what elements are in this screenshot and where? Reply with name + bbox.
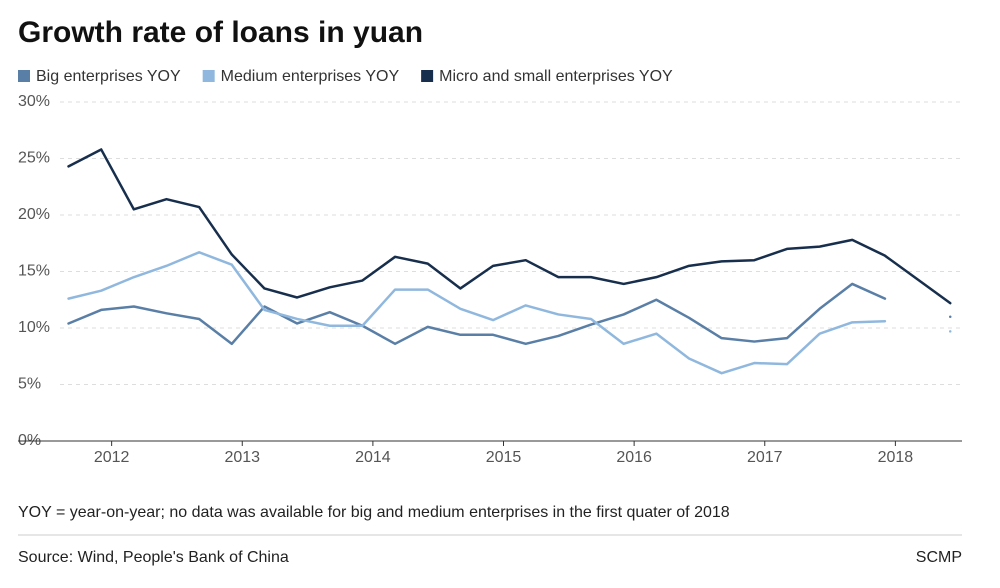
y-tick-label: 25% — [18, 150, 50, 167]
x-tick-label: 2017 — [747, 449, 783, 466]
chart-title: Growth rate of loans in yuan — [18, 16, 423, 49]
x-tick-label: 2014 — [355, 449, 391, 466]
legend-swatch — [421, 70, 434, 82]
series-line — [67, 148, 952, 305]
x-tick-label: 2013 — [224, 449, 260, 466]
legend-swatch — [202, 70, 215, 82]
y-tick-label: 30% — [18, 93, 50, 110]
y-tick-label: 20% — [18, 206, 50, 223]
legend-label: Big enterprises YOY — [36, 68, 181, 85]
legend-label: Medium enterprises YOY — [221, 68, 400, 85]
y-tick-label: 5% — [18, 376, 41, 393]
legend-swatch — [18, 70, 30, 82]
chart-note: YOY = year-on-year; no data was availabl… — [18, 504, 730, 521]
credit: SCMP — [916, 549, 962, 566]
x-tick-label: 2018 — [878, 449, 914, 466]
y-tick-label: 15% — [18, 263, 50, 280]
source: Source: Wind, People's Bank of China — [18, 549, 289, 566]
x-tick-label: 2015 — [486, 449, 522, 466]
x-tick-label: 2016 — [616, 449, 652, 466]
y-tick-label: 10% — [18, 319, 50, 336]
series-line — [67, 251, 952, 375]
legend-label: Micro and small enterprises YOY — [439, 68, 673, 85]
x-tick-label: 2012 — [94, 449, 130, 466]
series-line — [67, 282, 952, 346]
